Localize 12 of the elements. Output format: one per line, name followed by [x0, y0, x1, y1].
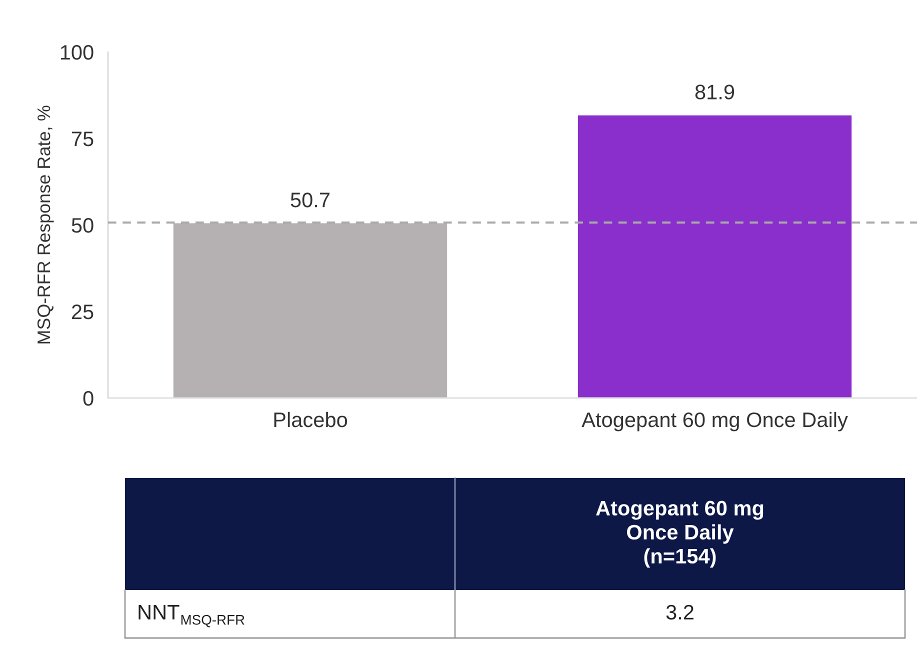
text: Atogepant 60 mg Once Daily (n=154) [596, 500, 764, 568]
y-tick-label: 0 [83, 391, 94, 406]
y-tick-label: 25 [72, 304, 94, 320]
text: 3.2 [666, 604, 694, 620]
y-tick-label: 75 [72, 132, 94, 146]
x-tick-label: Placebo [274, 412, 348, 428]
y-tick-label: 100 [60, 45, 94, 60]
x-tick-label: Atogepant 60 mg Once Daily [582, 412, 848, 432]
y-tick-label: 50 [72, 218, 94, 233]
data-label: 50.7 [290, 192, 330, 208]
data-label: 81.9 [695, 84, 734, 100]
y-axis-title: MSQ-RFR Response Rate, % [37, 106, 54, 344]
